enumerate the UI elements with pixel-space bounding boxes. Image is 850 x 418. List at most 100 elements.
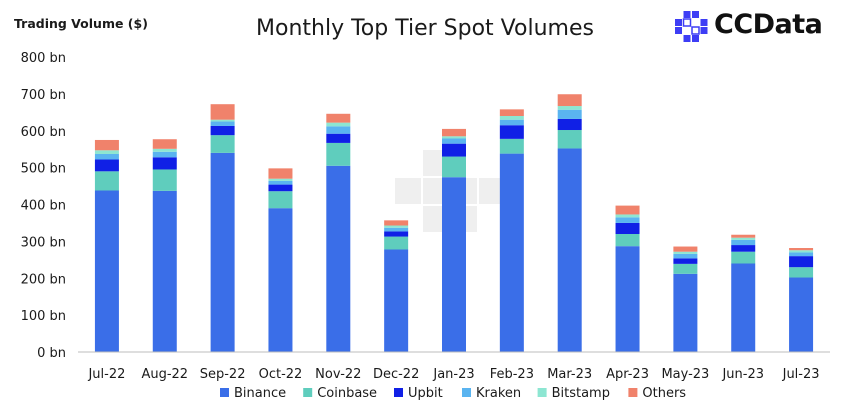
legend-label: Binance (234, 386, 286, 401)
bar-segment-coinbase (557, 130, 582, 149)
y-tick-label: 600 bn (21, 125, 66, 140)
bar-segment-coinbase (615, 234, 640, 247)
y-tick-label: 500 bn (21, 162, 66, 177)
watermark-cell (451, 178, 477, 204)
bar-segment-upbit (615, 222, 640, 234)
chart-title: Monthly Top Tier Spot Volumes (256, 16, 594, 41)
bar-stack (499, 109, 524, 352)
bar-segment-kraken (731, 239, 756, 246)
x-tick-label: Apr-23 (606, 367, 649, 382)
bar-segment-kraken (499, 119, 524, 126)
bar-segment-coinbase (384, 236, 409, 250)
logo-cell (700, 19, 708, 26)
logo-cell (692, 35, 699, 42)
bar-segment-coinbase (94, 171, 119, 191)
bar-segment-binance (557, 148, 582, 352)
x-tick-label: Jan-23 (432, 367, 474, 382)
bar-segment-coinbase (326, 142, 351, 166)
y-tick-label: 200 bn (21, 272, 66, 287)
bar-stack (152, 139, 177, 352)
bar-segment-others (152, 139, 177, 149)
x-tick-label: Jul-23 (782, 367, 820, 382)
bar-segment-bitstamp (442, 136, 466, 139)
bar-segment-upbit (384, 231, 409, 237)
bar-segment-kraken (673, 253, 698, 259)
bar-segment-kraken (615, 217, 640, 223)
logo-cell (675, 27, 682, 34)
legend-label: Others (642, 386, 686, 401)
legend-item-bitstamp: Bitstamp (537, 386, 610, 401)
bar-segment-others (673, 246, 698, 252)
x-tick-label: Oct-22 (259, 367, 303, 382)
y-tick-label: 300 bn (21, 235, 66, 250)
bar-segment-coinbase (152, 169, 177, 191)
bar-stack (557, 94, 582, 352)
bar-stack (731, 234, 756, 352)
bar-segment-upbit (210, 125, 235, 136)
watermark-cell (423, 150, 449, 176)
legend: Binance Coinbase Upbit Kraken Bitstamp Others (220, 386, 686, 401)
bar-stack (673, 246, 698, 352)
bar-segment-bitstamp (789, 250, 814, 253)
legend-swatch (220, 388, 229, 397)
bar-segment-bitstamp (615, 214, 640, 218)
legend-item-others: Others (628, 386, 686, 401)
x-tick-label: Mar-23 (547, 367, 592, 382)
bar-segment-upbit (268, 184, 293, 192)
y-tick-label: 400 bn (21, 199, 66, 214)
bar-segment-upbit (557, 118, 582, 131)
legend-item-upbit: Upbit (394, 386, 443, 401)
bar-segment-binance (615, 246, 640, 352)
bar-segment-binance (384, 249, 409, 352)
bar-segment-others (499, 109, 524, 116)
x-tick-label: Feb-23 (490, 367, 534, 382)
bar-segment-binance (268, 208, 293, 352)
bar-segment-coinbase (731, 251, 756, 264)
bar-segment-others (442, 128, 466, 137)
x-axis: Jul-22 Aug-22 Sep-22 Oct-22 Nov-22 Dec-22 Jan-… (78, 351, 830, 382)
bar-segment-upbit (673, 258, 698, 264)
bar-stack (210, 104, 235, 352)
bar-stack (268, 168, 293, 352)
x-tick-label: Sep-22 (200, 367, 246, 382)
bar-segment-upbit (442, 143, 466, 157)
bar-segment-kraken (210, 121, 235, 126)
bar-segment-upbit (789, 256, 814, 268)
legend-swatch (303, 388, 313, 397)
bar-segment-bitstamp (152, 148, 177, 152)
x-tick-label: Jul-22 (87, 367, 125, 382)
bar-segment-others (615, 205, 640, 215)
watermark-cell (395, 178, 421, 204)
bar-segment-kraken (557, 109, 582, 119)
bar-segment-upbit (731, 245, 756, 252)
logo-cell (691, 26, 700, 35)
bar-segment-binance (442, 177, 466, 352)
legend-swatch (628, 388, 638, 397)
bar-segment-coinbase (673, 263, 698, 274)
bar-segment-kraken (94, 153, 119, 160)
bar-segment-binance (326, 165, 351, 352)
watermark-cell (479, 178, 505, 204)
legend-label: Coinbase (317, 386, 377, 401)
bar-segment-binance (94, 190, 119, 352)
bar-segment-binance (210, 152, 235, 352)
bar-segment-bitstamp (731, 237, 756, 240)
bar-segment-kraken (326, 126, 351, 134)
bar-segment-others (384, 220, 409, 226)
bar-segment-coinbase (210, 135, 235, 153)
y-tick-label: 0 bn (37, 346, 66, 361)
x-tick-label: Nov-22 (315, 367, 361, 382)
legend-swatch (462, 388, 471, 397)
bar-segment-bitstamp (499, 116, 524, 120)
bar-stack (442, 128, 466, 352)
bar-segment-binance (789, 277, 814, 352)
bar-segment-binance (152, 190, 177, 352)
legend-label: Upbit (408, 386, 443, 401)
bar-segment-others (731, 234, 756, 238)
bar-segment-binance (731, 263, 756, 352)
x-tick-label: May-23 (661, 367, 709, 382)
y-tick-label: 800 bn (21, 51, 66, 66)
logo-cell (683, 35, 691, 42)
bar-segment-upbit (499, 125, 524, 139)
